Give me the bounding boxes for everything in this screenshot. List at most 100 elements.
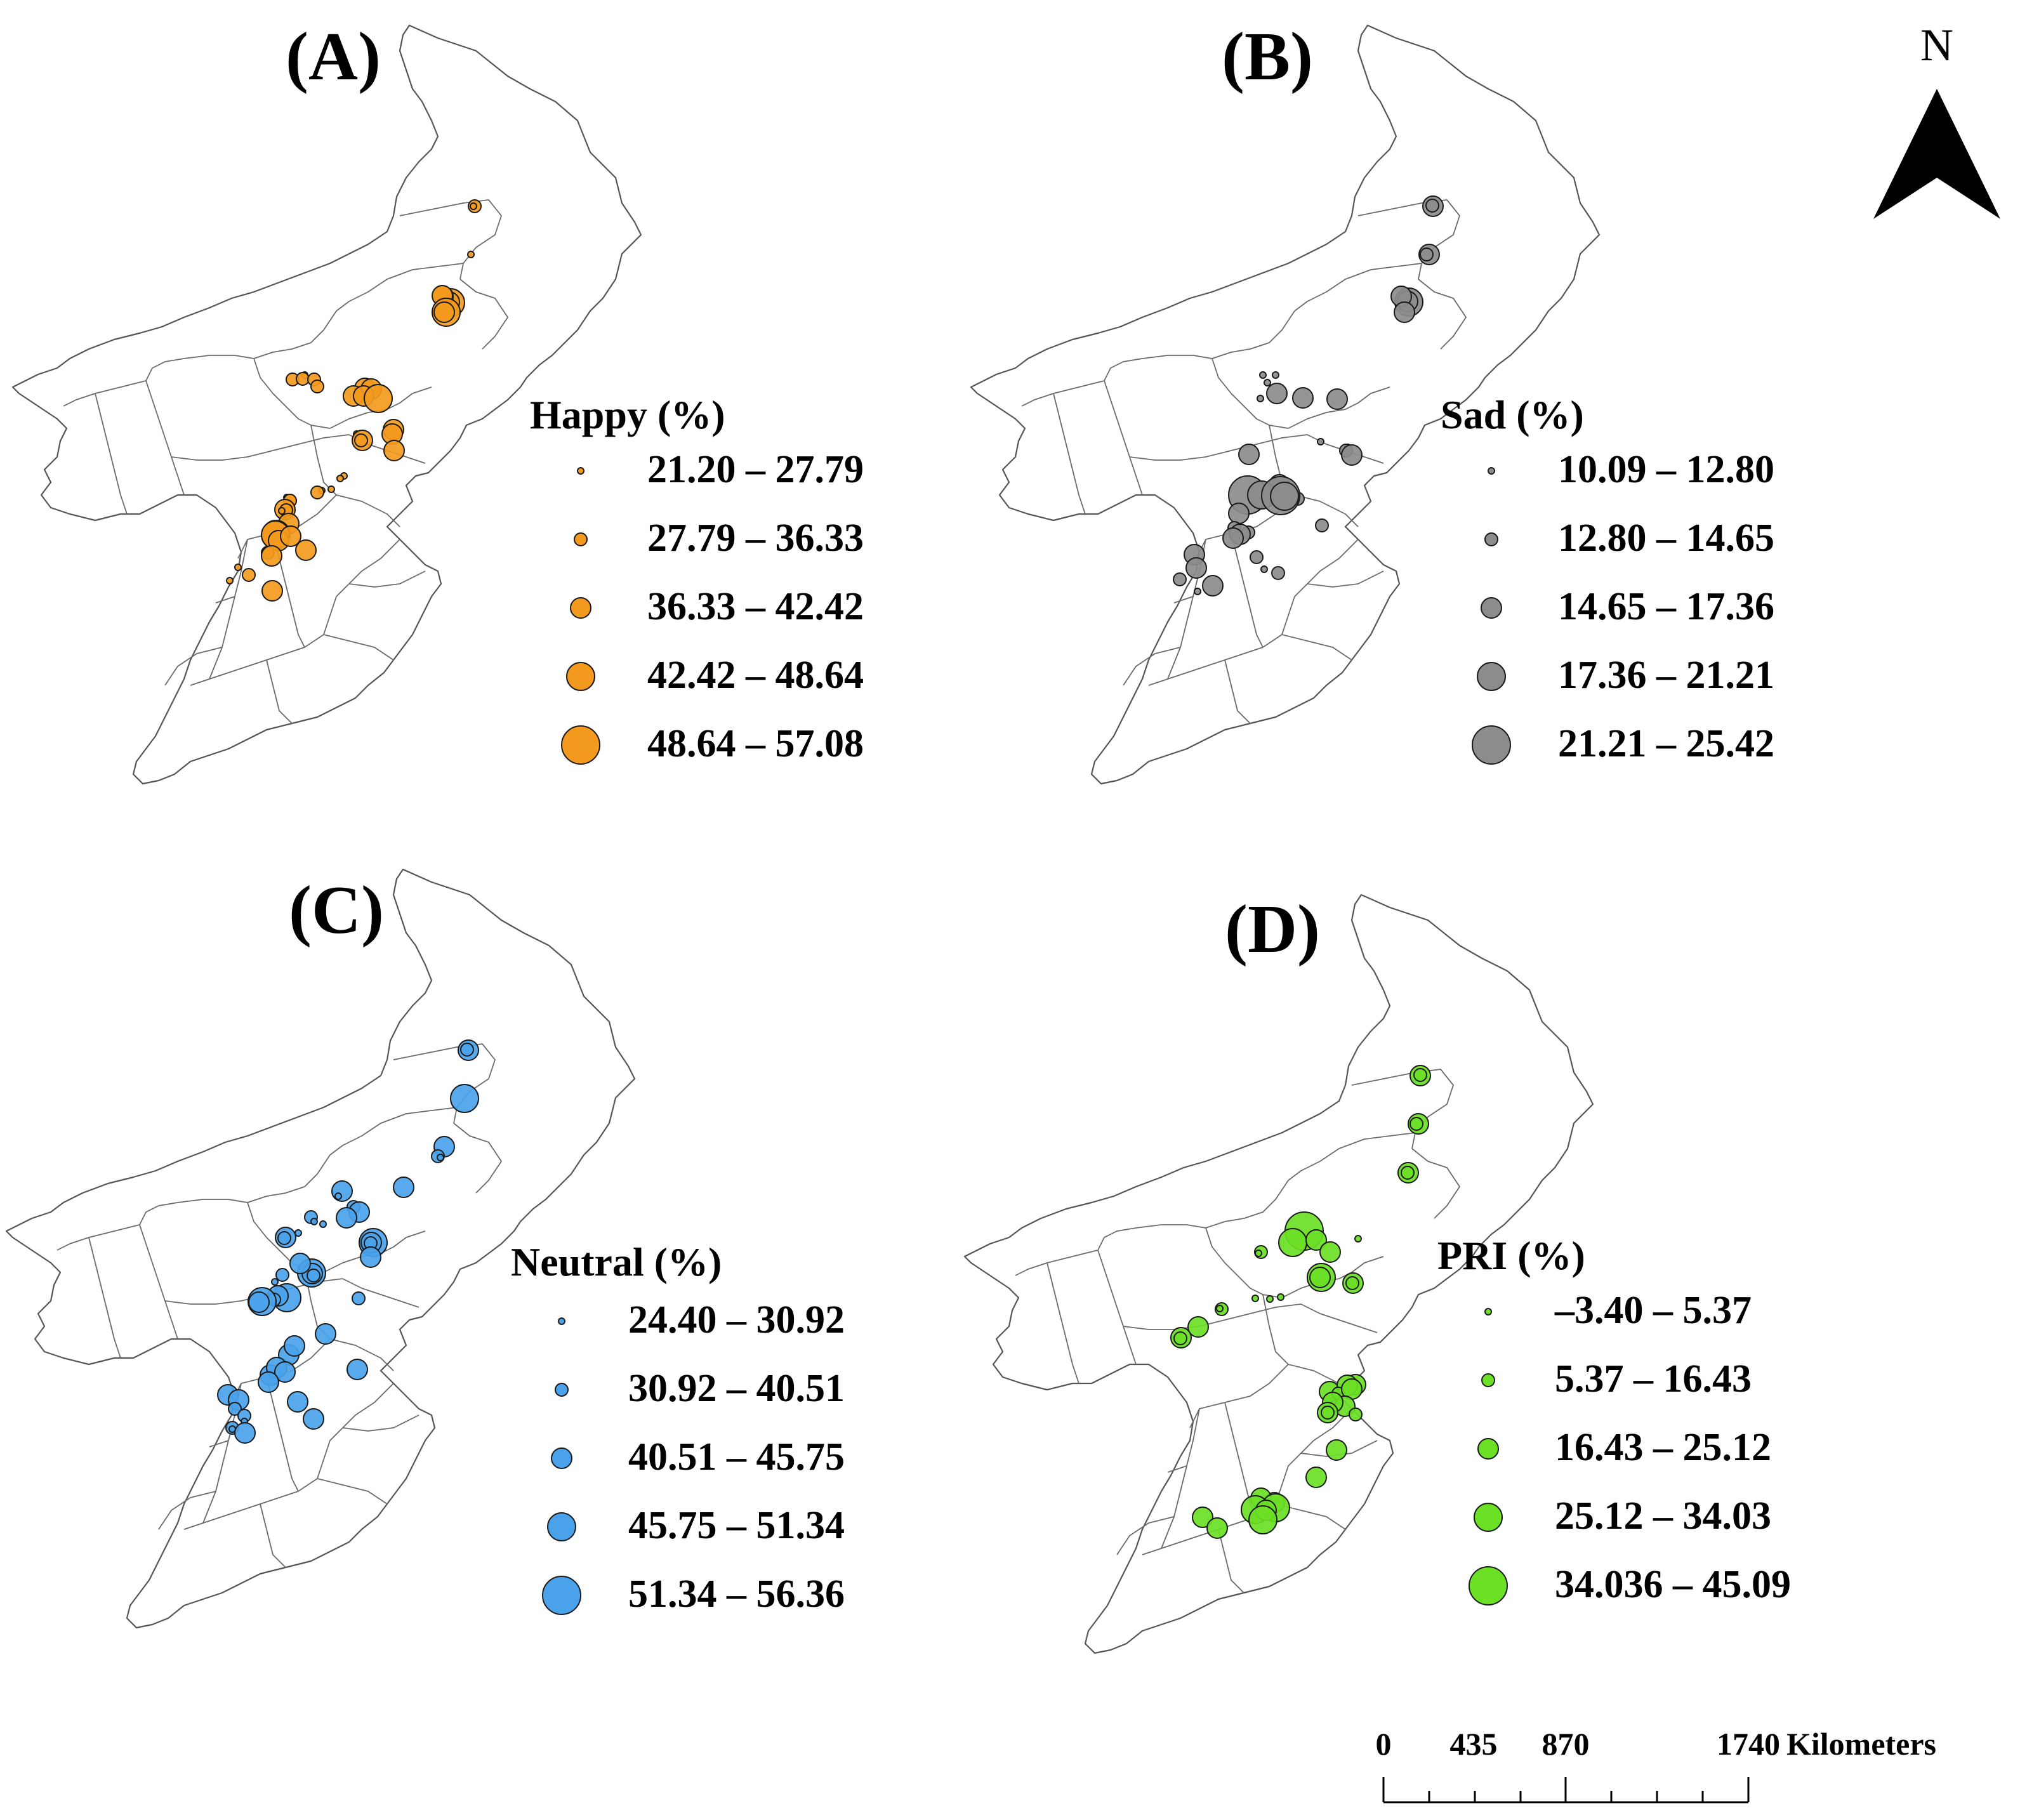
site-marker <box>310 379 324 393</box>
legend-a: Happy (%) 21.20 – 27.79 27.79 – 36.33 36.3… <box>530 392 864 765</box>
scale-bar: 0 435 870 1740 Kilometers <box>1376 1726 1936 1804</box>
site-marker <box>234 564 242 571</box>
legend-b: Sad (%) 10.09 – 12.80 12.80 – 14.65 14.65 … <box>1441 392 1774 765</box>
site-marker <box>1413 1068 1427 1082</box>
legend-swatch <box>1472 725 1511 765</box>
site-marker <box>315 1323 336 1345</box>
site-marker <box>1185 557 1207 579</box>
site-marker <box>1202 575 1224 597</box>
legend-class-label: 24.40 – 30.92 <box>628 1298 845 1342</box>
legend-class-label: 10.09 – 12.80 <box>1558 448 1774 491</box>
legend-class-label: 25.12 – 34.03 <box>1555 1494 1771 1538</box>
legend-c: Neutral (%) 24.40 – 30.92 30.92 – 40.51 40… <box>511 1239 845 1616</box>
site-marker <box>261 545 282 567</box>
site-marker <box>1228 503 1250 524</box>
site-marker <box>393 1177 414 1198</box>
site-marker <box>287 1391 308 1413</box>
legend-swatch <box>1474 1503 1503 1532</box>
north-arrow-icon <box>1873 89 2000 219</box>
legend-swatch <box>1477 1438 1499 1460</box>
legend-class-label: 21.20 – 27.79 <box>647 448 864 491</box>
site-marker <box>1255 1250 1262 1257</box>
site-marker <box>327 485 335 493</box>
site-marker <box>275 1268 289 1282</box>
site-marker <box>1278 1228 1307 1257</box>
site-marker <box>271 1278 279 1286</box>
site-marker <box>1272 371 1279 379</box>
site-marker <box>1315 518 1329 532</box>
north-label: N <box>1920 20 1953 70</box>
site-marker <box>310 1218 318 1225</box>
site-marker <box>460 1043 474 1057</box>
site-marker <box>284 1335 305 1357</box>
site-markers <box>1170 1065 1431 1539</box>
panel-a <box>11 24 642 785</box>
site-marker <box>277 1231 291 1245</box>
legend-swatch <box>1484 1308 1492 1316</box>
legend-swatch <box>561 725 600 765</box>
panel-label-c: (C) <box>289 873 384 948</box>
site-marker <box>1238 444 1260 465</box>
site-markers <box>1173 195 1444 597</box>
site-marker <box>336 1207 357 1229</box>
legend-d: PRI (%) –3.40 – 5.37 5.37 – 16.43 16.43 – … <box>1437 1233 1791 1606</box>
site-markers <box>226 199 482 602</box>
site-marker <box>1349 1408 1363 1421</box>
site-marker <box>383 440 405 461</box>
site-marker <box>1251 1295 1259 1302</box>
site-marker <box>1409 1117 1423 1131</box>
legend-class-label: 48.64 – 57.08 <box>647 722 864 765</box>
site-marker <box>1270 482 1299 511</box>
site-marker <box>258 1371 279 1393</box>
legend-swatch <box>1484 532 1498 546</box>
site-marker <box>234 1422 256 1444</box>
scale-bar-line <box>1382 1777 1750 1804</box>
site-marker <box>1260 565 1268 573</box>
site-marker <box>433 301 455 323</box>
site-marker <box>347 1359 368 1380</box>
legend-swatch <box>574 532 588 546</box>
site-marker <box>1216 1305 1224 1312</box>
legend-swatch <box>555 1383 569 1397</box>
site-marker <box>242 568 256 582</box>
site-marker <box>289 1253 311 1274</box>
legend-class-label: –3.40 – 5.37 <box>1554 1289 1752 1332</box>
legend-swatch <box>577 467 584 475</box>
legend-swatch <box>1477 662 1506 691</box>
site-marker <box>352 1291 366 1305</box>
site-marker <box>1173 1331 1187 1345</box>
panel-d <box>963 894 1594 1654</box>
site-marker <box>295 539 317 561</box>
site-marker <box>1354 1235 1362 1243</box>
site-marker <box>319 1220 327 1228</box>
site-marker <box>450 1084 479 1113</box>
site-marker <box>1277 1293 1284 1301</box>
site-marker <box>1264 379 1271 386</box>
legend-swatch <box>1481 597 1502 619</box>
site-marker <box>1192 1507 1213 1528</box>
panel-label-a: (A) <box>286 19 381 95</box>
site-marker <box>467 251 475 258</box>
north-arrow: N <box>1873 20 2000 219</box>
site-marker <box>331 1180 353 1202</box>
legend-class-label: 21.21 – 25.42 <box>1558 722 1774 765</box>
site-marker <box>228 1402 242 1416</box>
legend-class-label: 17.36 – 21.21 <box>1558 654 1774 697</box>
site-marker <box>296 372 310 386</box>
site-marker <box>334 1192 342 1200</box>
site-marker <box>307 1269 320 1283</box>
legend-title: Happy (%) <box>530 392 725 437</box>
site-marker <box>1222 527 1244 549</box>
legend-swatch <box>1488 467 1495 475</box>
panel-label-d: (D) <box>1225 892 1320 967</box>
site-marker <box>1250 550 1264 564</box>
legend-class-label: 40.51 – 45.75 <box>628 1435 845 1479</box>
site-marker <box>1248 1505 1277 1534</box>
site-marker <box>354 433 368 447</box>
site-marker <box>1345 1276 1359 1290</box>
site-marker <box>261 580 283 602</box>
site-marker <box>1341 444 1363 466</box>
site-marker <box>470 202 477 210</box>
panel-c <box>5 868 636 1629</box>
panel-label-b: (B) <box>1222 19 1313 95</box>
